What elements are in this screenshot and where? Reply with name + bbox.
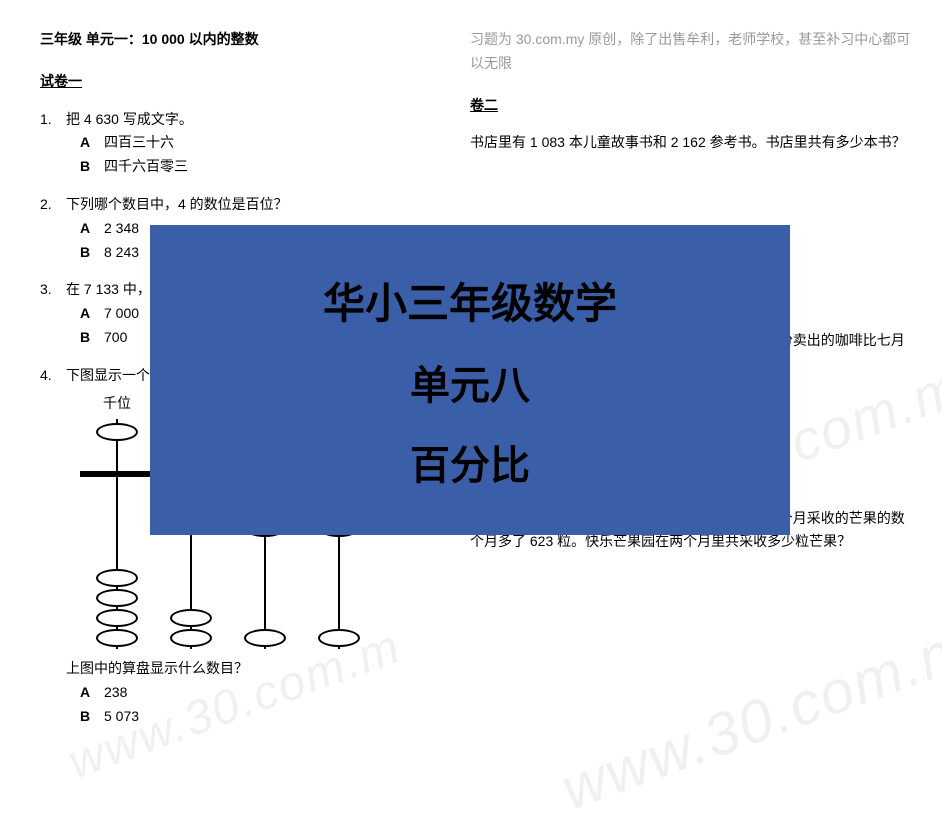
q-stem: 下列哪个数目中，4 的数位是百位？ bbox=[66, 193, 288, 217]
abacus-bead bbox=[170, 609, 212, 627]
abacus-bead bbox=[244, 629, 286, 647]
abacus-bead bbox=[96, 589, 138, 607]
page-title: 三年级 单元一：10 000 以内的整数 bbox=[40, 28, 440, 52]
q-stem: 把 4 630 写成文字。 bbox=[66, 108, 193, 132]
opt-text: 238 bbox=[104, 681, 127, 705]
opt-letter: A bbox=[80, 131, 104, 155]
abacus-bead bbox=[170, 629, 212, 647]
opt-letter: B bbox=[80, 155, 104, 179]
q-num: 1. bbox=[40, 108, 66, 132]
abacus-bead bbox=[96, 629, 138, 647]
overlay-line-1: 华小三年级数学 bbox=[323, 270, 617, 331]
overlay-line-3: 百分比 bbox=[410, 433, 530, 491]
opt-letter: A bbox=[80, 217, 104, 241]
section-heading: 卷二 bbox=[470, 94, 912, 118]
place-label: 千位 bbox=[80, 392, 154, 416]
question-1: 1.把 4 630 写成文字。 A四百三十六 B四千六百零三 bbox=[40, 108, 440, 179]
title-overlay: 华小三年级数学 单元八 百分比 bbox=[150, 225, 790, 535]
opt-text: 8 243 bbox=[104, 241, 139, 265]
q-num: 3. bbox=[40, 278, 66, 302]
abacus-rod bbox=[80, 419, 154, 649]
opt-text: 四百三十六 bbox=[104, 131, 174, 155]
opt-letter: B bbox=[80, 705, 104, 729]
abacus-bead bbox=[318, 629, 360, 647]
word-problem-1: 书店里有 1 083 本儿童故事书和 2 162 参考书。书店里共有多少本书？ bbox=[470, 131, 912, 155]
opt-text: 5 073 bbox=[104, 705, 139, 729]
opt-letter: A bbox=[80, 681, 104, 705]
top-note: 习题为 30.com.my 原创，除了出售牟利，老师学校，甚至补习中心都可以无限 bbox=[470, 28, 912, 76]
opt-letter: A bbox=[80, 302, 104, 326]
abacus-bead bbox=[96, 569, 138, 587]
opt-text: 四千六百零三 bbox=[104, 155, 188, 179]
q-num: 4. bbox=[40, 364, 66, 388]
opt-letter: B bbox=[80, 241, 104, 265]
opt-text: 7 000 bbox=[104, 302, 139, 326]
opt-letter: B bbox=[80, 326, 104, 350]
q4-after: 上图中的算盘显示什么数目？ bbox=[40, 657, 440, 681]
opt-text: 2 348 bbox=[104, 217, 139, 241]
opt-text: 700 bbox=[104, 326, 127, 350]
abacus-bead bbox=[96, 609, 138, 627]
abacus-bead bbox=[96, 423, 138, 441]
section-heading: 试卷一 bbox=[40, 70, 440, 94]
q-num: 2. bbox=[40, 193, 66, 217]
overlay-line-2: 单元八 bbox=[410, 353, 530, 411]
